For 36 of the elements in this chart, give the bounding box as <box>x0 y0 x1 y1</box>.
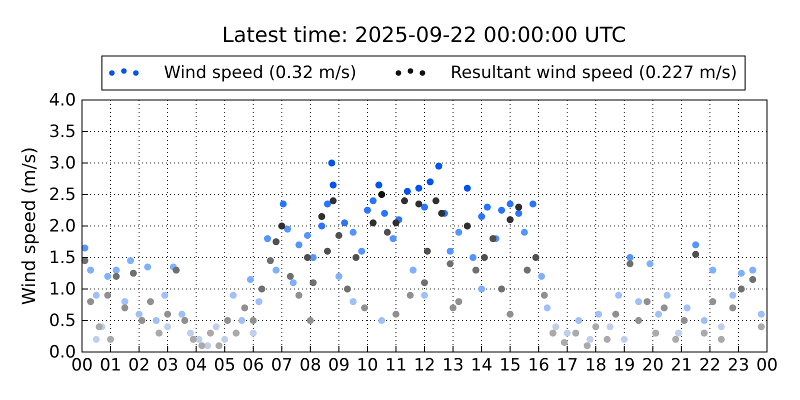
x-tick-label: 20 <box>642 355 664 376</box>
x-tick-label: 08 <box>300 355 322 376</box>
x-tick-label: 11 <box>385 355 407 376</box>
legend-label: Wind speed (0.32 m/s) <box>164 63 356 83</box>
x-tick-label: 10 <box>356 355 378 376</box>
y-tick-label: 1.5 <box>48 248 76 268</box>
x-tick-label: 13 <box>442 355 464 376</box>
x-tick-label: 05 <box>214 355 236 376</box>
x-tick-label: 19 <box>613 355 636 376</box>
chart-title: Latest time: 2025-09-22 00:00:00 UTC <box>222 23 626 47</box>
x-tick-label: 01 <box>100 355 122 376</box>
x-tick-label: 03 <box>156 355 178 376</box>
x-tick-label: 06 <box>242 355 264 376</box>
x-tick-label: 23 <box>728 355 750 376</box>
x-tick-label: 17 <box>556 355 578 376</box>
x-tick-label: 04 <box>185 355 207 376</box>
x-tick-label: 18 <box>584 355 607 376</box>
y-tick-label: 2.5 <box>48 184 76 205</box>
x-tick-label: 02 <box>128 355 150 376</box>
x-tick-label: 16 <box>528 355 550 376</box>
y-tick-label: 3.0 <box>48 153 76 174</box>
x-tick-label: 00 <box>756 355 778 376</box>
y-tick-label: 4.0 <box>48 90 76 110</box>
x-tick-label: 22 <box>699 355 721 376</box>
y-tick-label: 3.5 <box>48 122 76 142</box>
y-axis-title: Wind speed (m/s) <box>19 146 40 306</box>
x-tick-label: 12 <box>414 355 436 376</box>
y-tick-label: 0.5 <box>48 310 76 331</box>
x-tick-label: 15 <box>499 355 521 376</box>
x-tick-label: 07 <box>270 355 293 376</box>
x-tick-label: 21 <box>670 355 692 376</box>
y-tick-label: 2.0 <box>48 216 76 236</box>
x-tick-label: 14 <box>470 355 492 376</box>
x-tick-label: 09 <box>328 355 350 376</box>
legend-label: Resultant wind speed (0.227 m/s) <box>450 63 738 83</box>
y-tick-label: 1.0 <box>48 279 76 300</box>
